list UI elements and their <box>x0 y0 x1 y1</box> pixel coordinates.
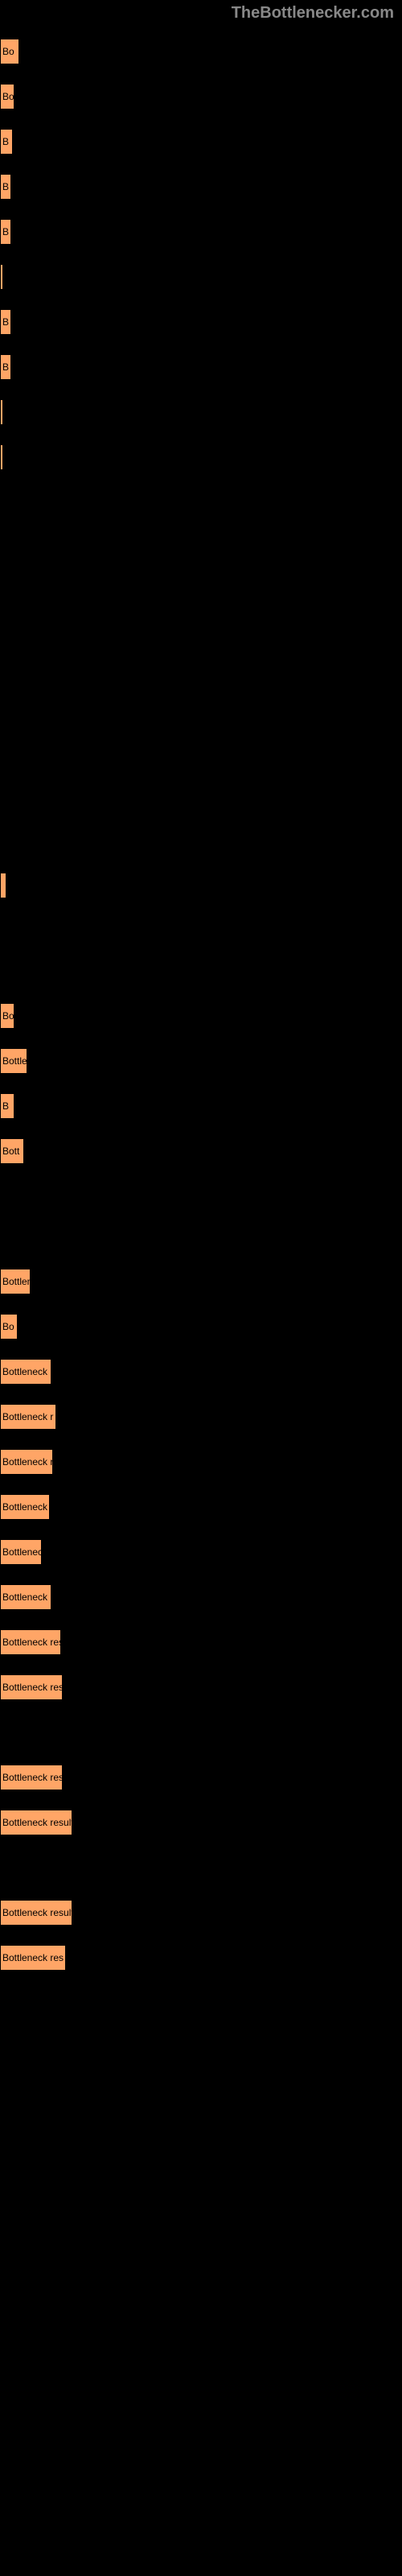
bars-section-1: Bo Bo B B B B B <box>0 23 402 486</box>
bar-row: B <box>0 129 402 155</box>
bar-label: Bottleneck result <box>2 1817 72 1828</box>
bar: Bo <box>0 1314 18 1340</box>
bar-row: B <box>0 219 402 245</box>
bar-row: Bottleneck res <box>0 1945 402 1971</box>
bar-row: Bottleneck result <box>0 1900 402 1926</box>
bar-label: Bottleneck <box>2 1546 42 1558</box>
bar-row <box>0 444 402 470</box>
bar-label: Bottle <box>2 1055 27 1067</box>
bar-row: Bottleneck result <box>0 1765 402 1790</box>
bar: B <box>0 1093 14 1119</box>
bar-row <box>0 873 402 898</box>
bar: Bott <box>0 1138 24 1164</box>
bar: Bottleneck res <box>0 1449 53 1475</box>
bar <box>0 873 6 898</box>
bar <box>0 264 3 290</box>
bar-label: Bottleneck result <box>2 1907 72 1918</box>
bars-section-2 <box>0 857 402 914</box>
bar-label: B <box>2 136 9 147</box>
bar-label: B <box>2 1100 9 1112</box>
spacer <box>0 1180 402 1253</box>
bar: Bottleneck r <box>0 1404 56 1430</box>
bar: Bottlen <box>0 1269 31 1294</box>
bar-row: Bottleneck r <box>0 1404 402 1430</box>
bar: Bo <box>0 39 19 64</box>
bar-row <box>0 399 402 425</box>
bar-row: Bottleneck re <box>0 1494 402 1520</box>
bar-row: B <box>0 174 402 200</box>
bar-label: B <box>2 316 9 328</box>
bar-row: Bottleneck res <box>0 1584 402 1610</box>
bar: Bo <box>0 84 14 109</box>
bar-row: B <box>0 309 402 335</box>
bar-row: Bottle <box>0 1048 402 1074</box>
bar-row: Bottleneck result <box>0 1629 402 1655</box>
bar-label: Bottleneck res <box>2 1952 64 1963</box>
bar: B <box>0 174 11 200</box>
bar-row: Bottleneck result <box>0 1674 402 1700</box>
page-header: TheBottlenecker.com <box>0 0 402 23</box>
bar-label: Bottleneck re <box>2 1501 50 1513</box>
bar <box>0 399 3 425</box>
bar-row: Bottleneck <box>0 1539 402 1565</box>
bar-row: Bo <box>0 39 402 64</box>
bar: B <box>0 309 11 335</box>
bar-label: Bo <box>2 46 14 57</box>
bar-label: B <box>2 361 9 373</box>
bar-row: B <box>0 1093 402 1119</box>
bar: Bottleneck result <box>0 1629 61 1655</box>
bar-row: Bott <box>0 1138 402 1164</box>
bar: Bottleneck result <box>0 1900 72 1926</box>
bar-label: Bottleneck result <box>2 1637 61 1648</box>
bar-row: B <box>0 354 402 380</box>
bar-row: Bo <box>0 84 402 109</box>
bar-row: Bottleneck res <box>0 1449 402 1475</box>
spacer <box>0 914 402 987</box>
bar-label: Bott <box>2 1146 19 1157</box>
bar-label: Bottleneck r <box>2 1366 51 1377</box>
bar-row: Bo <box>0 1003 402 1029</box>
spacer <box>0 486 402 857</box>
bar: Bottleneck <box>0 1539 42 1565</box>
bar-row: Bottleneck r <box>0 1359 402 1385</box>
bar-label: Bottleneck r <box>2 1411 53 1422</box>
bar-label: Bottleneck result <box>2 1772 63 1783</box>
bar: Bottleneck result <box>0 1674 63 1700</box>
bar: Bottleneck result <box>0 1810 72 1835</box>
brand-text: TheBottlenecker.com <box>232 4 394 22</box>
bars-section-4: Bottlen Bo Bottleneck r Bottleneck r Bot… <box>0 1253 402 1987</box>
bars-section-3: Bo Bottle B Bott <box>0 987 402 1180</box>
bar: Bottleneck result <box>0 1765 63 1790</box>
bar-label: Bo <box>2 1010 14 1022</box>
spacer <box>0 1855 402 1880</box>
bar: B <box>0 354 11 380</box>
bar: Bottleneck res <box>0 1945 66 1971</box>
bar-label: B <box>2 181 9 192</box>
bar-label: Bo <box>2 1321 14 1332</box>
bar-label: Bottlen <box>2 1276 31 1287</box>
spacer <box>0 1719 402 1745</box>
bar-row: Bottlen <box>0 1269 402 1294</box>
bar-label: Bo <box>2 91 14 102</box>
bar: Bottleneck re <box>0 1494 50 1520</box>
bar-label: Bottleneck res <box>2 1456 53 1468</box>
bar-row: Bo <box>0 1314 402 1340</box>
bar: Bottleneck r <box>0 1359 51 1385</box>
bar-label: Bottleneck result <box>2 1682 63 1693</box>
bar-row: Bottleneck result <box>0 1810 402 1835</box>
bar-row <box>0 264 402 290</box>
bar <box>0 444 3 470</box>
bar: Bottle <box>0 1048 27 1074</box>
bar-label: Bottleneck res <box>2 1591 51 1603</box>
bar: B <box>0 219 11 245</box>
bar: B <box>0 129 13 155</box>
bar: Bo <box>0 1003 14 1029</box>
bar-label: B <box>2 226 9 237</box>
bar: Bottleneck res <box>0 1584 51 1610</box>
